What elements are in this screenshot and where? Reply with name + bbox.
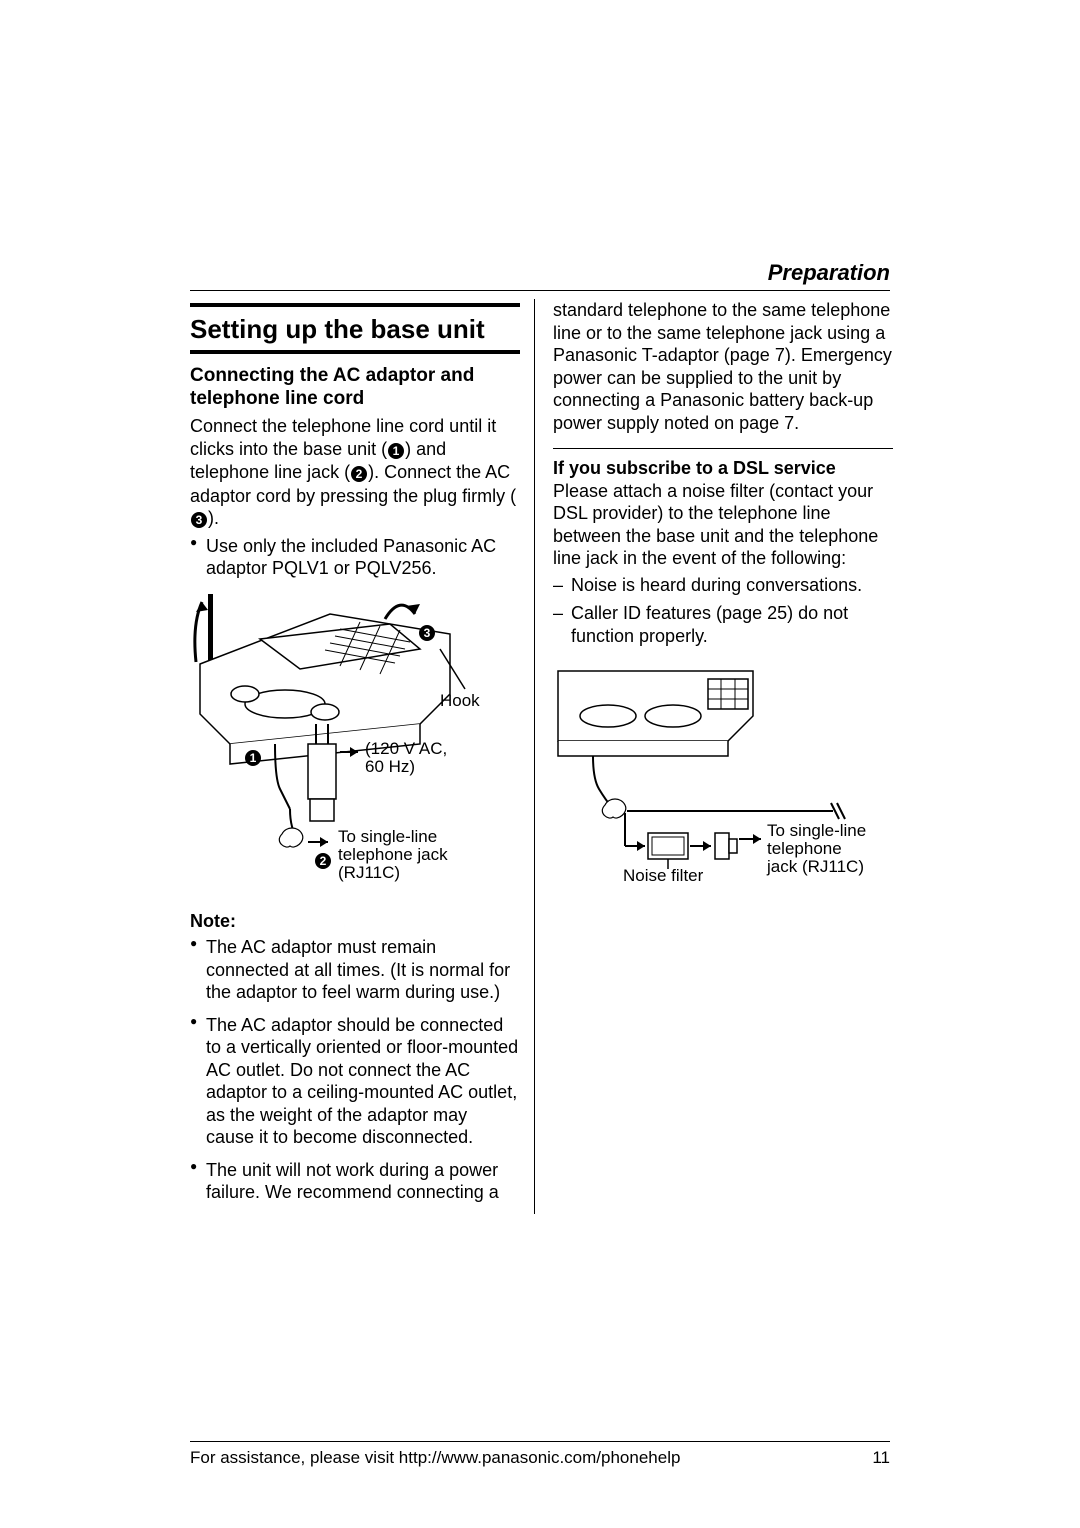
circled-2-icon: [350, 462, 368, 485]
adaptor-bullet-list: Use only the included Panasonic AC adapt…: [190, 535, 520, 580]
page-number: 11: [872, 1448, 890, 1468]
footer-text: For assistance, please visit http://www.…: [190, 1448, 680, 1468]
figure-noise-filter: To single-line telephone jack (RJ11C) No…: [553, 661, 893, 881]
page-footer: For assistance, please visit http://www.…: [190, 1441, 890, 1468]
intro-a: Connect the telephone line cord until it…: [190, 416, 496, 459]
dsl-dash-1: Noise is heard during conversations.: [553, 574, 893, 597]
rule-mid: [190, 350, 520, 354]
note-heading: Note:: [190, 910, 520, 933]
dsl-body: Please attach a noise filter (contact yo…: [553, 480, 893, 570]
dsl-dash-list: Noise is heard during conversations. Cal…: [553, 574, 893, 648]
continuation-paragraph: standard telephone to the same telephone…: [553, 299, 893, 434]
ac-label-2: 60 Hz): [365, 757, 415, 776]
note-item-1: The AC adaptor must remain connected at …: [190, 936, 520, 1004]
rule-top: [190, 303, 520, 307]
fig2-jack-l3: jack (RJ11C): [766, 857, 864, 876]
intro-d: ).: [208, 508, 219, 528]
circled-1-icon: [387, 439, 405, 462]
jack-label-2: telephone jack: [338, 845, 448, 864]
fig2-jack-l2: telephone: [767, 839, 842, 858]
fig2-jack-l1: To single-line: [767, 821, 866, 840]
jack-label-3: (RJ11C): [338, 863, 400, 882]
intro-paragraph: Connect the telephone line cord until it…: [190, 415, 520, 531]
hook-label: Hook: [440, 691, 480, 710]
fig2-noise-filter: Noise filter: [623, 866, 704, 881]
dsl-dash-2: Caller ID features (page 25) do not func…: [553, 602, 893, 647]
subsection-title: Connecting the AC adaptor and telephone …: [190, 364, 520, 412]
left-column: Setting up the base unit Connecting the …: [190, 299, 535, 1214]
figure-base-unit: Hook (120 V AC, 60 Hz): [190, 594, 520, 894]
section-header: Preparation: [190, 260, 890, 291]
page-title: Setting up the base unit: [190, 313, 520, 346]
jack-label-1: To single-line: [338, 827, 437, 846]
right-column: standard telephone to the same telephone…: [553, 299, 893, 1214]
note-item-2: The AC adaptor should be connected to a …: [190, 1014, 520, 1149]
thin-rule: [553, 448, 893, 449]
circled-3-icon: [190, 508, 208, 531]
dsl-heading: If you subscribe to a DSL service: [553, 457, 893, 480]
adaptor-bullet: Use only the included Panasonic AC adapt…: [190, 535, 520, 580]
ac-label-1: (120 V AC,: [365, 739, 447, 758]
note-list: The AC adaptor must remain connected at …: [190, 936, 520, 1204]
content-columns: Setting up the base unit Connecting the …: [190, 299, 890, 1214]
note-item-3: The unit will not work during a power fa…: [190, 1159, 520, 1204]
